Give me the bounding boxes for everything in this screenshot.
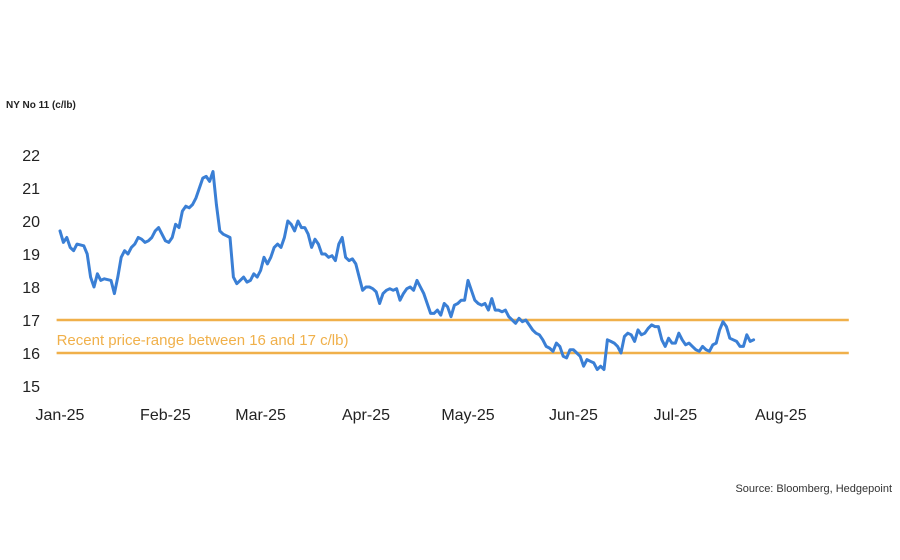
y-tick-label-17: 17: [22, 313, 40, 330]
series-line-0: [58, 170, 756, 371]
x-tick-label-Apr-25: Apr-25: [342, 407, 390, 424]
y-tick-label-22: 22: [22, 148, 40, 165]
y-tick-label-15: 15: [22, 379, 40, 396]
y-tick-label-21: 21: [22, 181, 40, 198]
x-tick-label-Jul-25: Jul-25: [654, 407, 698, 424]
chart-title: NY No 11 (c/lb): [6, 100, 76, 111]
y-tick-label-18: 18: [22, 280, 40, 297]
x-tick-label-Feb-25: Feb-25: [140, 407, 191, 424]
y-axis-ticks: 15 16 17 18 19 20 21 22: [22, 148, 40, 396]
series-layer: [58, 170, 756, 371]
reference-lines: [56, 318, 849, 355]
x-tick-label-May-25: May-25: [441, 407, 494, 424]
source-note: Source: Bloomberg, Hedgepoint: [735, 483, 892, 495]
x-tick-label-Aug-25: Aug-25: [755, 407, 807, 424]
band-annotation: Recent price-range between 16 and 17 c/l…: [57, 332, 349, 349]
x-tick-label-Jun-25: Jun-25: [549, 407, 598, 424]
y-tick-label-20: 20: [22, 214, 40, 231]
annotation-layer: Recent price-range between 16 and 17 c/l…: [57, 332, 349, 349]
y-tick-label-16: 16: [22, 346, 40, 363]
x-axis-ticks: Jan-25 Feb-25 Mar-25 Apr-25 May-25 Jun-25 Jul-…: [36, 407, 807, 424]
x-tick-label-Mar-25: Mar-25: [235, 407, 286, 424]
x-tick-label-Jan-25: Jan-25: [36, 407, 85, 424]
y-tick-label-19: 19: [22, 247, 40, 264]
